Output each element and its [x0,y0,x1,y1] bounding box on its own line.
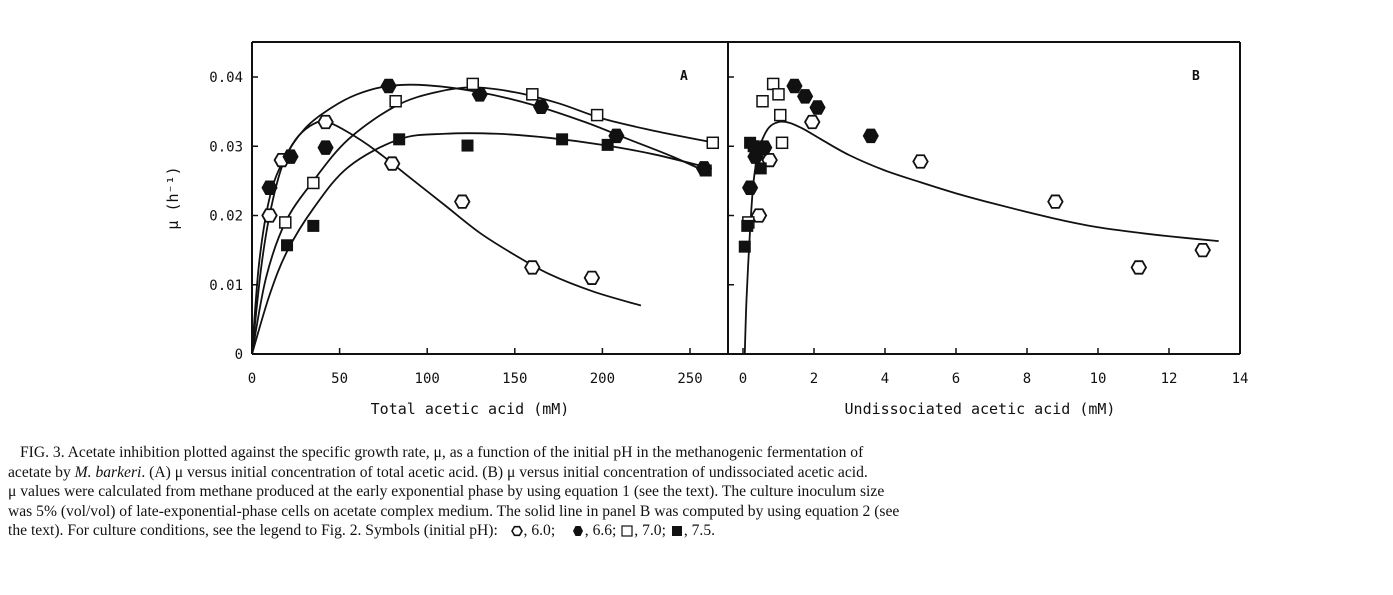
open-hexagon-marker [317,114,334,130]
open-hexagon-marker [1130,260,1148,275]
open-hexagon-marker [803,114,821,130]
filled-hexagon-marker [380,78,397,94]
fit-curve [251,132,712,355]
open-hexagon-marker [383,156,401,171]
legend-label-ph-6-6: , 6.6; [584,522,617,539]
x-axis-title-a: Total acetic acid (mM) [371,400,570,418]
open-square-marker [590,108,604,122]
filled-hexagon-marker [282,149,299,164]
caption-line-2: acetate by M. barkeri. (A) μ versus init… [8,463,1378,483]
filled-hexagon-marker [786,78,803,94]
filled-hexagon-marker [809,100,826,115]
x-tick-label: 100 [415,371,440,387]
filled-square-marker [699,164,712,177]
x-tick-label: 14 [1232,371,1249,387]
open-hexagon-marker [454,194,471,209]
filled-square-icon [671,526,682,537]
caption-line-5: the text). For culture conditions, see t… [8,521,1378,541]
caption-line-3: μ values were calculated from methane pr… [8,483,885,500]
y-tick-label: 0.02 [209,209,243,225]
caption-text: the text). For culture conditions, see t… [8,522,498,539]
filled-square-marker [601,138,614,151]
x-tick-label: 200 [590,371,615,387]
open-hexagon-icon [510,526,523,537]
x-tick-label: 2 [810,371,818,387]
filled-square-marker [461,139,474,152]
series-ph-6-6 [261,78,713,196]
open-square-marker [772,88,785,101]
filled-hexagon-marker [742,180,759,196]
series-ph-6-0 [261,114,601,285]
panel-label: B [1192,69,1200,84]
y-tick-label: 0 [235,347,243,363]
open-square-marker [775,136,789,150]
open-square-marker [774,108,787,122]
x-tick-label: 6 [952,371,960,387]
x-tick-label: 12 [1161,371,1178,387]
open-square-marker [526,88,539,101]
open-hexagon-marker [750,208,768,223]
legend-label-ph-6-0: , 6.0; [523,522,556,539]
fit-curve [251,120,642,355]
model-curve [743,120,1219,355]
open-square-marker [756,94,769,108]
x-axis-title-b: Undissociated acetic acid (mM) [845,400,1116,418]
filled-hexagon-icon [572,526,583,537]
open-hexagon-marker [1047,194,1064,209]
x-tick-label: 50 [331,371,348,387]
open-hexagon-marker [583,270,601,285]
open-hexagon-marker [524,260,541,275]
filled-hexagon-marker [317,140,334,155]
caption-line-4: was 5% (vol/vol) of late-exponential-pha… [8,502,900,520]
x-tick-label: 0 [248,371,256,387]
open-hexagon-marker [1194,242,1211,258]
filled-square-marker [738,240,751,253]
filled-square-marker [754,143,767,156]
species-name: M. barkeri [74,463,142,481]
filled-hexagon-marker [797,89,814,104]
x-tick-label: 150 [502,371,527,387]
open-square-marker [706,136,720,150]
open-square-marker [389,94,402,108]
filled-square-marker [281,239,294,252]
open-square-marker [279,216,292,229]
panel-a: 0 50 100 150 200 250 0 0.01 0.02 0.03 0.04 A [209,41,729,387]
figure: 0 50 100 150 200 250 0 0.01 0.02 0.03 0.04 A 0 2 4 6 8 1… [164,41,1249,418]
x-tick-label: 8 [1023,371,1031,387]
y-axis-title: μ (h⁻¹) [164,166,182,229]
panel-b: 0 2 4 6 8 10 12 14 B [727,41,1249,387]
x-tick-label: 10 [1090,371,1107,387]
open-hexagon-marker [261,208,278,223]
x-tick-label: 250 [677,371,702,387]
caption-text: acetate by [8,463,75,481]
series-ph-7-5 [281,133,712,252]
y-tick-label: 0.03 [209,139,243,155]
y-tick-label: 0.04 [209,70,243,86]
panel-label: A [680,69,688,84]
filled-square-marker [393,133,406,146]
filled-square-marker [741,219,754,232]
legend-label-ph-7-5: , 7.5. [683,522,716,539]
legend-label-ph-7-0: , 7.0; [634,522,666,539]
open-hexagon-marker [912,154,929,169]
open-square-marker [766,77,780,91]
filled-square-marker [754,162,767,175]
filled-hexagon-marker [533,99,550,115]
filled-square-marker [307,219,320,232]
figure-caption: FIG. 3. Acetate inhibition plotted again… [8,443,1378,541]
open-square-icon [621,525,633,538]
caption-text: . (A) μ versus initial concentration of … [141,463,868,481]
filled-square-marker [556,133,569,146]
series-ph-7-0 [279,77,720,229]
x-tick-label: 4 [881,371,889,387]
filled-hexagon-marker [261,180,278,196]
series-ph-7-5 [738,136,767,253]
x-tick-label: 0 [739,371,747,387]
filled-hexagon-marker [862,128,879,144]
caption-line-1: FIG. 3. Acetate inhibition plotted again… [20,444,864,461]
open-square-marker [466,77,480,91]
open-square-marker [307,176,320,190]
y-tick-label: 0.01 [209,278,243,294]
